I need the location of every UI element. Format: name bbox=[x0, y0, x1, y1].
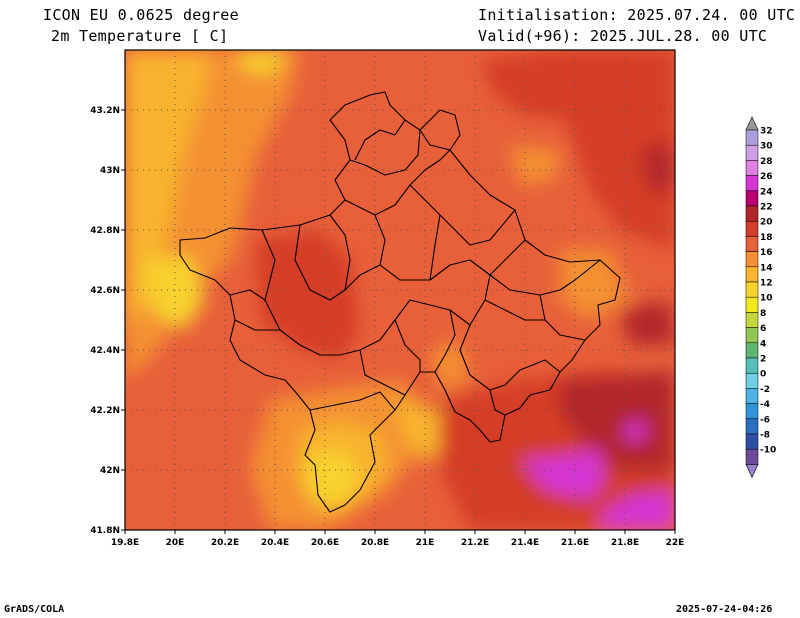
colorbar-swatch bbox=[745, 236, 759, 252]
colorbar-swatch bbox=[745, 312, 759, 328]
lat-tick-label: 42.2N bbox=[90, 406, 120, 416]
colorbar-swatch bbox=[745, 342, 759, 359]
lat-axis: 41.8N 42N 42.2N 42.4N 42.6N 42.8N 43N 43.2N bbox=[90, 106, 125, 536]
colorbar-label: -8 bbox=[760, 431, 770, 441]
colorbar-swatch bbox=[745, 357, 759, 374]
colorbar-swatch bbox=[745, 266, 759, 283]
colorbar-swatch bbox=[745, 433, 759, 450]
lat-tick-label: 43.2N bbox=[90, 106, 120, 116]
lon-tick-label: 21.8E bbox=[611, 538, 639, 548]
colorbar-label: 18 bbox=[760, 233, 773, 243]
variable-title: 2m Temperature [ C] bbox=[51, 27, 229, 45]
colorbar-swatch bbox=[745, 388, 759, 404]
lat-tick-label: 42.6N bbox=[90, 286, 120, 296]
lat-tick-label: 42N bbox=[100, 466, 120, 476]
model-title: ICON EU 0.0625 degree bbox=[43, 6, 239, 24]
colorbar-swatch bbox=[745, 144, 759, 161]
colorbar-swatch bbox=[745, 190, 759, 207]
colorbar-swatch bbox=[745, 129, 759, 146]
lon-tick-label: 21.6E bbox=[561, 538, 589, 548]
lon-tick-label: 22E bbox=[666, 538, 685, 548]
colorbar-label: 26 bbox=[760, 172, 773, 182]
colorbar-swatch bbox=[745, 281, 759, 298]
lon-tick-label: 20E bbox=[166, 538, 185, 548]
colorbar-swatch bbox=[745, 220, 759, 237]
colorbar-swatch bbox=[745, 160, 759, 176]
colorbar-label: 12 bbox=[760, 279, 773, 289]
colorbar-label: -4 bbox=[760, 400, 770, 410]
colorbar-label: -6 bbox=[760, 415, 770, 425]
lat-tick-label: 42.4N bbox=[90, 346, 120, 356]
init-time: Initialisation: 2025.07.24. 00 UTC bbox=[478, 6, 796, 24]
colorbar-swatch bbox=[745, 296, 759, 313]
colorbar-label: 4 bbox=[760, 339, 766, 349]
lat-tick-label: 43N bbox=[100, 166, 120, 176]
colorbar-label: 28 bbox=[760, 157, 773, 167]
lon-tick-label: 20.6E bbox=[311, 538, 339, 548]
colorbar-swatch bbox=[745, 448, 759, 465]
temperature-field bbox=[125, 50, 675, 530]
colorbar-label: 2 bbox=[760, 355, 766, 365]
lon-tick-label: 20.8E bbox=[361, 538, 389, 548]
valid-time: Valid(+96): 2025.JUL.28. 00 UTC bbox=[478, 27, 768, 45]
colorbar-swatch bbox=[745, 327, 759, 344]
colorbar-label: -10 bbox=[760, 446, 776, 456]
colorbar-label: 30 bbox=[760, 142, 773, 152]
colorbar-swatch bbox=[745, 372, 759, 389]
colorbar-label: 16 bbox=[760, 248, 773, 258]
colorbar-label: 32 bbox=[760, 127, 773, 137]
colorbar-label: 8 bbox=[760, 309, 766, 319]
lon-tick-label: 20.4E bbox=[261, 538, 289, 548]
colorbar-label: 10 bbox=[760, 294, 773, 304]
lon-tick-label: 21.4E bbox=[511, 538, 539, 548]
footer-timestamp: 2025-07-24-04:26 bbox=[676, 604, 773, 615]
colorbar-swatch bbox=[745, 403, 759, 420]
kosovo-outline bbox=[179, 91, 621, 513]
lon-tick-label: 21E bbox=[416, 538, 435, 548]
colorbar-label: 20 bbox=[760, 218, 773, 228]
colorbar-label: 6 bbox=[760, 324, 766, 334]
colorbar-label: 0 bbox=[760, 370, 766, 380]
lon-tick-label: 19.8E bbox=[111, 538, 139, 548]
footer-credit: GrADS/COLA bbox=[4, 604, 65, 615]
colorbar-swatch bbox=[745, 251, 759, 268]
colorbar-top-triangle bbox=[745, 116, 759, 131]
colorbar-swatch bbox=[745, 418, 759, 435]
lat-tick-label: 42.8N bbox=[90, 226, 120, 236]
lon-tick-label: 20.2E bbox=[211, 538, 239, 548]
colorbar-swatch bbox=[745, 205, 759, 222]
colorbar-label: 22 bbox=[760, 203, 773, 213]
lon-axis: 19.8E 20E 20.2E 20.4E 20.6E 20.8E 21E 21.2E 21.4… bbox=[111, 530, 685, 548]
colorbar-label: 24 bbox=[760, 187, 773, 197]
colorbar-bottom-triangle bbox=[745, 464, 759, 479]
lon-tick-label: 21.2E bbox=[461, 538, 489, 548]
colorbar-swatch bbox=[745, 175, 759, 192]
lat-tick-label: 41.8N bbox=[90, 526, 120, 536]
colorbar-label: -2 bbox=[760, 385, 770, 395]
admin-borders bbox=[179, 91, 621, 513]
colorbar-label: 14 bbox=[760, 263, 773, 273]
